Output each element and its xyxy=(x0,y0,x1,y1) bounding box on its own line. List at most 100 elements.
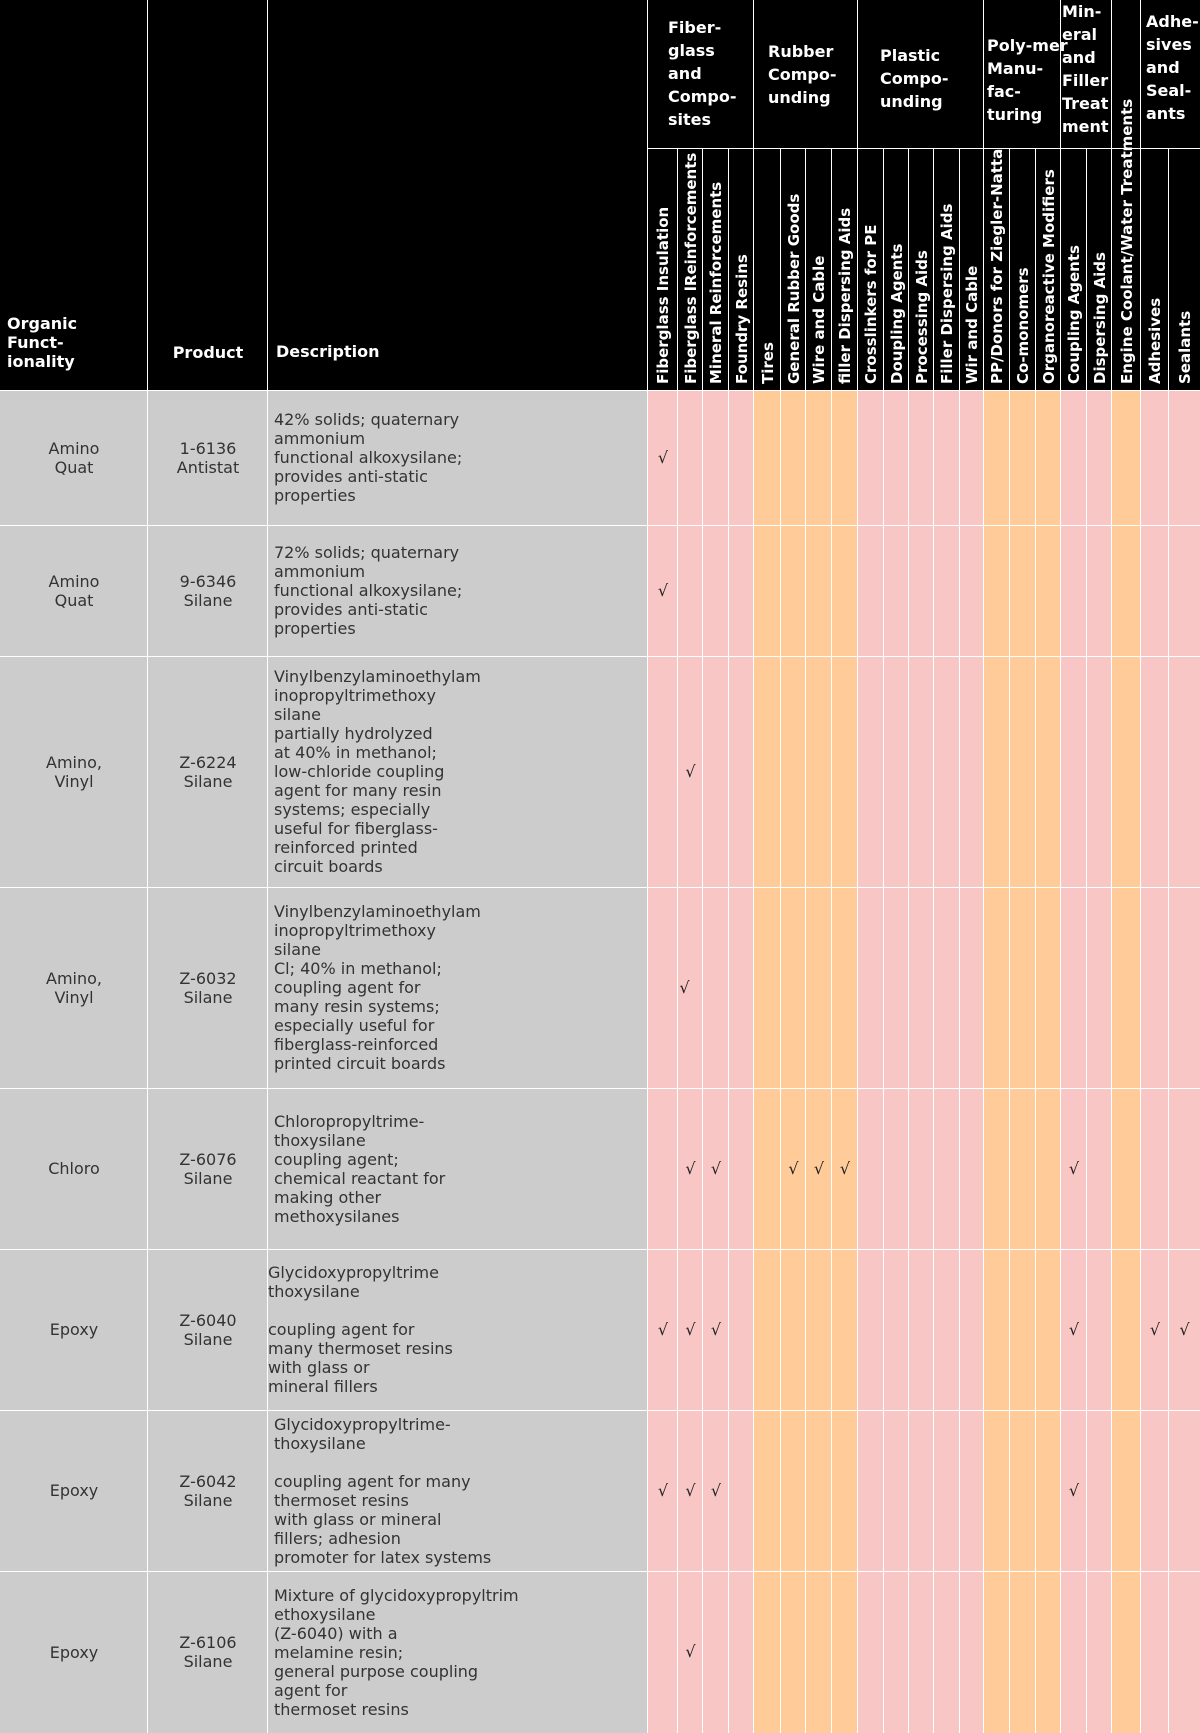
cell-description: 72% solids; quaternary ammonium function… xyxy=(274,543,463,638)
column-background xyxy=(884,390,909,1733)
group-header: Poly-mer Manu- fac- turing xyxy=(987,36,1068,124)
check-mark: √ xyxy=(710,1158,722,1178)
cell-functionality: Epoxy xyxy=(49,1481,99,1500)
column-header-label: Wire and Cable xyxy=(810,255,828,384)
cell-functionality: Chloro xyxy=(48,1159,100,1178)
check-mark: √ xyxy=(839,1158,851,1178)
cell-functionality: Amino, Vinyl xyxy=(46,968,102,1007)
column-header-label: Sealants xyxy=(1175,310,1194,384)
column-divider xyxy=(959,148,960,1733)
cell-functionality: Amino Quat xyxy=(48,438,100,477)
column-header-label: Filler Dispersing Aids xyxy=(938,203,956,384)
column-divider xyxy=(831,148,832,1733)
column-background xyxy=(1169,390,1200,1733)
column-divider xyxy=(702,148,703,1733)
cell-product: 1-6136 Antistat xyxy=(176,438,240,477)
column-header-label: Doupling Agents xyxy=(887,243,906,384)
check-mark: √ xyxy=(710,1319,722,1339)
column-background xyxy=(648,390,678,1733)
column-background xyxy=(806,390,832,1733)
left-columns-background xyxy=(0,390,648,1733)
check-mark: √ xyxy=(813,1158,825,1178)
column-header-label: Processing Aids xyxy=(912,250,931,384)
header-organic-functionality: Organic Funct- ionality xyxy=(7,314,78,371)
column-header-label: Co-monomers xyxy=(1014,267,1032,384)
cell-description: Chloropropyltrime- thoxysilane coupling … xyxy=(274,1111,446,1226)
column-background xyxy=(1061,390,1087,1733)
group-header: Rubber Compo- unding xyxy=(768,42,837,107)
header-product: Product xyxy=(172,343,244,362)
column-background xyxy=(1036,390,1061,1733)
group-header: Plastic Compo- unding xyxy=(880,46,949,111)
column-divider xyxy=(677,148,678,1733)
check-mark: √ xyxy=(1068,1158,1080,1178)
column-divider xyxy=(267,0,268,1733)
column-divider xyxy=(728,148,729,1733)
cell-functionality: Epoxy xyxy=(49,1320,99,1339)
column-divider xyxy=(883,148,884,1733)
column-background xyxy=(729,390,754,1733)
column-header-label: filler Dispersing Aids xyxy=(836,207,854,384)
column-background xyxy=(1141,390,1169,1733)
row-divider xyxy=(0,1249,1200,1250)
column-divider xyxy=(1168,148,1169,1733)
cell-description: Glycidoxypropyltrime- thoxysilane coupli… xyxy=(274,1414,492,1567)
check-mark: √ xyxy=(710,1480,722,1500)
column-background xyxy=(1112,390,1141,1733)
column-background xyxy=(858,390,884,1733)
cell-product: Z-6032 Silane xyxy=(179,968,237,1007)
column-divider xyxy=(147,0,148,1733)
cell-product: Z-6040 Silane xyxy=(179,1310,237,1349)
column-divider xyxy=(1140,0,1141,1733)
column-background xyxy=(832,390,858,1733)
group-header: Fiber- glass and Compo- sites xyxy=(668,18,737,129)
row-divider xyxy=(0,525,1200,526)
column-header-label: Adhesives xyxy=(1146,297,1164,384)
column-divider xyxy=(908,148,909,1733)
cell-description: Mixture of glycidoxypropyltrim ethoxysil… xyxy=(274,1585,519,1719)
cell-product: Z-6042 Silane xyxy=(179,1471,237,1510)
column-divider xyxy=(753,0,754,1733)
column-header-label: PP/Donors for Ziegler-Natta xyxy=(988,148,1006,384)
row-divider xyxy=(0,1088,1200,1089)
column-header-label: Mineral Reinforcements xyxy=(707,181,725,384)
column-divider xyxy=(805,148,806,1733)
column-divider xyxy=(647,0,648,1733)
row-divider xyxy=(0,390,1200,391)
column-divider xyxy=(1111,0,1112,1733)
cell-product: Z-6106 Silane xyxy=(179,1633,237,1671)
cell-functionality: Amino, Vinyl xyxy=(46,752,102,791)
group-header: Adhe- sives and Seal- ants xyxy=(1146,12,1199,123)
column-header-label: Wir and Cable xyxy=(963,265,981,384)
column-divider xyxy=(1035,148,1036,1733)
cell-description: 42% solids; quaternary ammonium function… xyxy=(274,410,463,505)
cell-description: Vinylbenzylaminoethylam inopropyltrimeth… xyxy=(274,667,481,876)
check-mark: √ xyxy=(788,1158,799,1178)
check-mark: √ xyxy=(685,1642,696,1661)
check-mark: √ xyxy=(1149,1319,1161,1339)
column-background xyxy=(781,390,806,1733)
column-header-label: Foundry Resins xyxy=(732,254,751,384)
cell-description: Vinylbenzylaminoethylam inopropyltrimeth… xyxy=(274,902,481,1073)
column-background xyxy=(934,390,960,1733)
row-divider xyxy=(0,656,1200,657)
header-description: Description xyxy=(276,342,380,361)
check-mark: √ xyxy=(657,1480,669,1500)
cell-product: 9-6346 Silane xyxy=(179,571,237,610)
check-mark: √ xyxy=(685,761,696,781)
check-mark: √ xyxy=(679,977,690,997)
column-background xyxy=(1010,390,1036,1733)
column-divider xyxy=(857,0,858,1733)
column-header-label: Organoreactive Modifiers xyxy=(1039,169,1058,384)
column-header-label: Fiberglass Insulation xyxy=(654,206,672,384)
column-header-label: Crosslinkers for PE xyxy=(862,224,880,384)
column-divider xyxy=(780,148,781,1733)
column-background xyxy=(1087,390,1112,1733)
row-divider xyxy=(0,887,1200,888)
check-mark: √ xyxy=(685,1480,696,1500)
cell-product: Z-6224 Silane xyxy=(179,752,237,791)
cell-functionality: Amino Quat xyxy=(48,571,100,610)
column-divider xyxy=(1060,0,1061,1733)
row-divider xyxy=(0,1410,1200,1411)
